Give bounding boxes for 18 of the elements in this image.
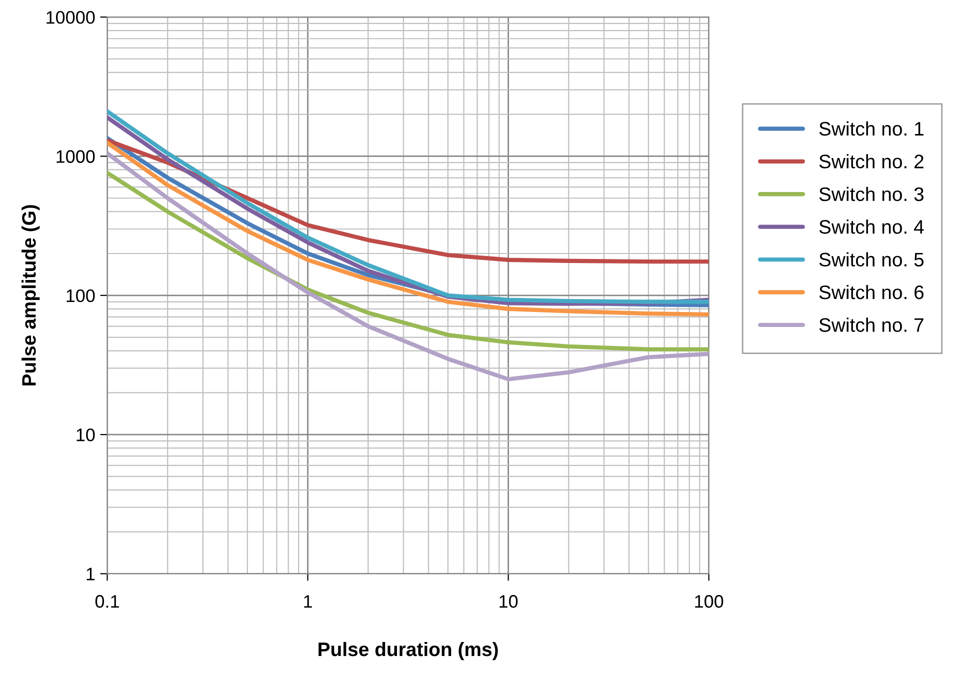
y-axis-title: Pulse amplitude (G) — [22, 205, 40, 386]
x-axis-title: Pulse duration (ms) — [318, 642, 498, 660]
x-tick-label: 0.1 — [95, 595, 119, 608]
y-tick-label: 1000 — [56, 150, 95, 163]
y-tick-label: 10 — [76, 428, 95, 442]
legend-label: Switch no. 1 — [819, 121, 924, 136]
legend-label: Switch no. 5 — [819, 252, 924, 267]
legend-label: Switch no. 4 — [819, 220, 924, 234]
x-tick-label: 1 — [304, 595, 312, 608]
legend-label: Switch no. 2 — [819, 154, 924, 168]
x-tick-label: 100 — [695, 595, 724, 608]
y-tick-label: 1 — [86, 568, 95, 580]
y-tick-label: 100 — [66, 289, 95, 302]
x-tick-label: 10 — [500, 595, 518, 608]
y-tick-label: 10000 — [46, 11, 95, 24]
legend-label: Switch no. 6 — [819, 284, 924, 300]
legend-label: Switch no. 7 — [819, 318, 924, 332]
legend-label: Switch no. 3 — [819, 186, 924, 202]
